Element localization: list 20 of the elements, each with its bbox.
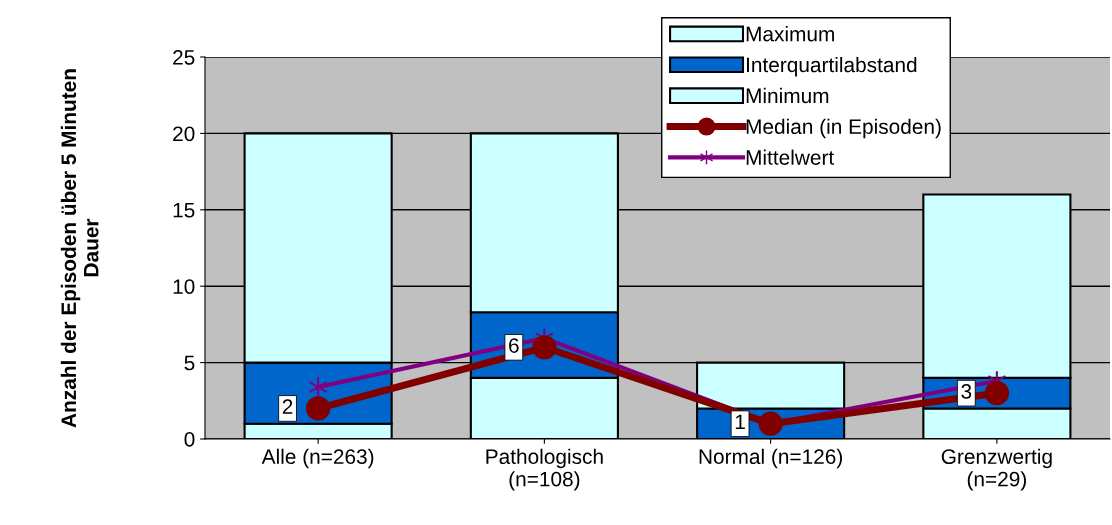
x-tick-label: Normal (n=126) bbox=[699, 448, 842, 469]
legend-label: Maximum bbox=[746, 26, 834, 42]
y-tick-label: 15 bbox=[173, 203, 195, 218]
x-tick-label: Alle (n=263) bbox=[261, 448, 374, 469]
data-label: 3 bbox=[961, 384, 972, 399]
legend-label: Median (in Episoden) bbox=[746, 118, 941, 139]
y-tick-label: 10 bbox=[173, 279, 195, 294]
y-tick-label: 20 bbox=[173, 126, 195, 142]
y-tick-label: 5 bbox=[184, 355, 195, 371]
data-label: 6 bbox=[509, 338, 519, 353]
y-tick-label: 0 bbox=[184, 432, 195, 447]
legend-label: Mittelwert bbox=[746, 149, 835, 165]
x-tick-label: Grenzwertig (n=29) bbox=[941, 448, 1052, 491]
y-tick-label: 25 bbox=[173, 50, 195, 65]
data-label: 1 bbox=[735, 414, 745, 430]
y-axis-title: Anzahl der Episoden über 5 Minuten Dauer bbox=[60, 69, 99, 428]
x-tick-label: Pathologisch (n=108) bbox=[486, 448, 603, 491]
data-label: 2 bbox=[282, 399, 293, 414]
legend-label: Minimum bbox=[746, 87, 829, 104]
legend-label: Interquartilabstand bbox=[746, 56, 917, 77]
